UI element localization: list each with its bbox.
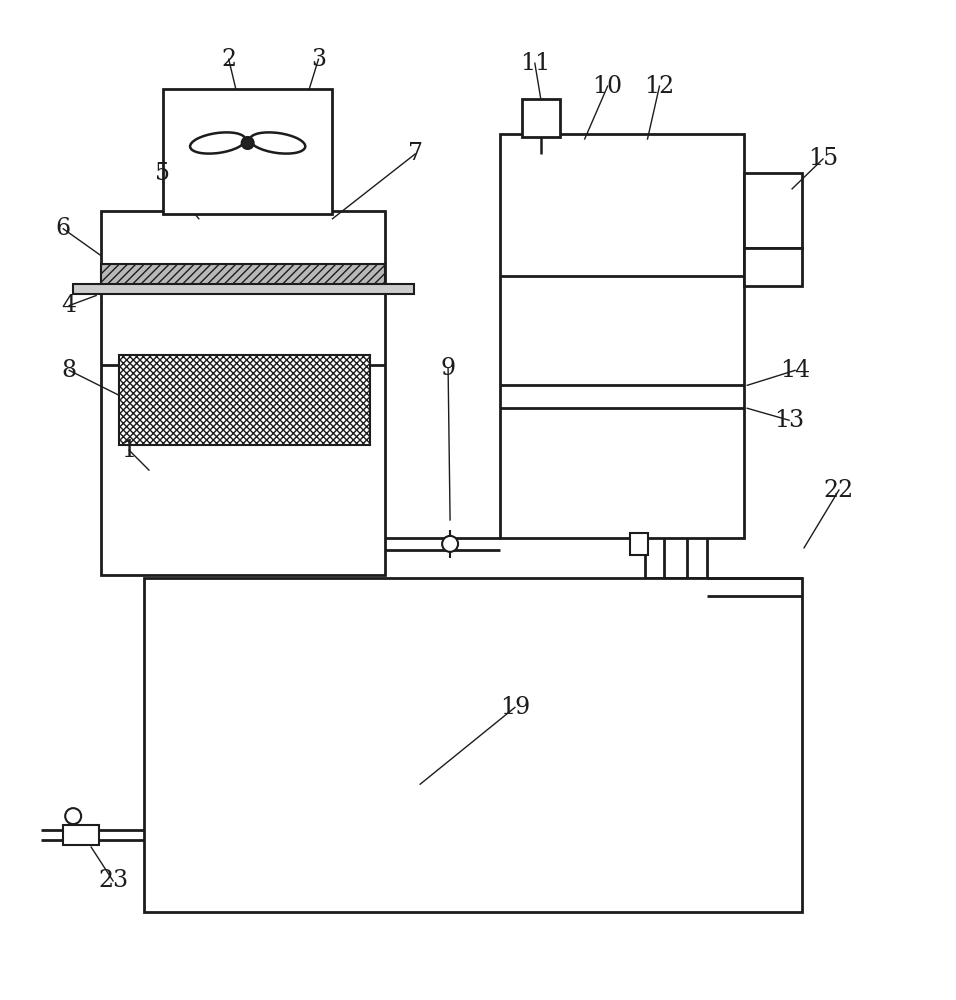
Circle shape — [242, 137, 253, 149]
Bar — [744, 173, 802, 248]
Text: 19: 19 — [500, 696, 530, 719]
Text: 3: 3 — [311, 48, 326, 71]
Text: 7: 7 — [407, 142, 423, 165]
Ellipse shape — [250, 132, 305, 154]
Text: 4: 4 — [61, 294, 76, 317]
Bar — [101, 211, 385, 575]
Text: 10: 10 — [593, 75, 622, 98]
Bar — [74, 284, 414, 294]
Bar — [144, 578, 802, 912]
Text: 11: 11 — [520, 52, 550, 75]
Bar — [101, 264, 385, 286]
Text: 13: 13 — [774, 409, 804, 432]
Bar — [500, 134, 744, 538]
Text: 22: 22 — [824, 479, 854, 502]
Text: 23: 23 — [98, 869, 128, 892]
Circle shape — [65, 808, 81, 824]
Text: 9: 9 — [441, 357, 456, 380]
Ellipse shape — [190, 132, 246, 154]
Bar — [120, 355, 370, 445]
Text: 2: 2 — [221, 48, 236, 71]
Bar — [63, 825, 99, 845]
Text: 6: 6 — [55, 217, 71, 240]
Circle shape — [442, 536, 458, 552]
Bar — [744, 248, 802, 286]
Text: 12: 12 — [644, 75, 675, 98]
Text: 8: 8 — [61, 359, 76, 382]
Bar — [163, 89, 333, 214]
Bar — [630, 533, 647, 555]
Text: 14: 14 — [780, 359, 810, 382]
Text: 15: 15 — [808, 147, 838, 170]
Bar — [522, 99, 560, 137]
Text: 5: 5 — [156, 162, 170, 185]
Text: 1: 1 — [121, 439, 137, 462]
